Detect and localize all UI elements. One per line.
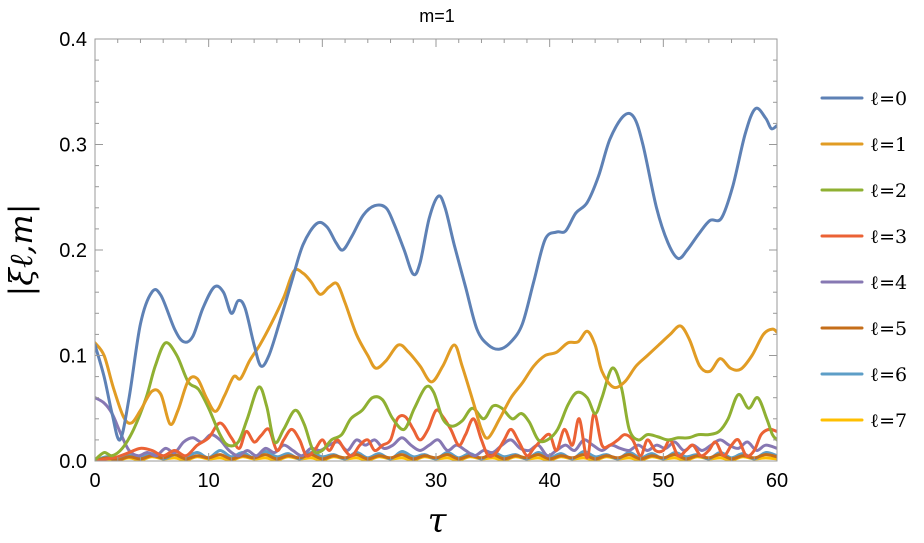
x-tick-label: 0	[89, 470, 100, 492]
y-tick-label: 0.3	[59, 135, 87, 157]
legend-label: ℓ=4	[870, 272, 907, 294]
series-line-l0	[95, 106, 777, 442]
legend-item: ℓ=1	[820, 134, 907, 156]
legend-item: ℓ=4	[820, 272, 907, 294]
y-tick-label: 0.2	[59, 240, 87, 262]
y-tick-label: 0.0	[59, 451, 87, 473]
legend-item: ℓ=2	[820, 180, 907, 202]
legend-label: ℓ=0	[870, 88, 907, 110]
x-tick-label: 20	[311, 470, 333, 492]
x-tick-label: 40	[539, 470, 561, 492]
legend-label: ℓ=6	[870, 364, 907, 386]
legend-label: ℓ=5	[870, 318, 907, 340]
legend-label: ℓ=2	[870, 180, 907, 202]
legend-item: ℓ=0	[820, 88, 907, 110]
series-line-l2	[95, 341, 777, 461]
legend-label: ℓ=7	[870, 410, 907, 432]
legend-label: ℓ=1	[870, 134, 907, 156]
x-tick-label: 10	[198, 470, 220, 492]
legend-label: ℓ=3	[870, 226, 907, 248]
y-tick-label: 0.1	[59, 346, 87, 368]
legend: ℓ=0 ℓ=1 ℓ=2 ℓ=3 ℓ=4 ℓ=5 ℓ=6 ℓ=7	[820, 88, 907, 432]
chart-title: m=1	[419, 6, 455, 26]
legend-item: ℓ=6	[820, 364, 907, 386]
series-line-l1	[95, 267, 777, 440]
legend-item: ℓ=7	[820, 410, 907, 432]
x-axis-label: τ	[428, 501, 448, 541]
y-axis-label: |ξℓ,m|	[2, 203, 40, 296]
axes: 0 10 20 30 40 50 60 0.0 0.1 0.2 0.3 0.4	[59, 29, 788, 492]
x-tick-label: 50	[652, 470, 674, 492]
y-tick-label: 0.4	[59, 29, 87, 51]
series-lines	[95, 106, 777, 461]
legend-item: ℓ=3	[820, 226, 907, 248]
plot-area	[95, 106, 777, 461]
legend-item: ℓ=5	[820, 318, 907, 340]
x-tick-label: 60	[766, 470, 788, 492]
x-tick-label: 30	[425, 470, 447, 492]
